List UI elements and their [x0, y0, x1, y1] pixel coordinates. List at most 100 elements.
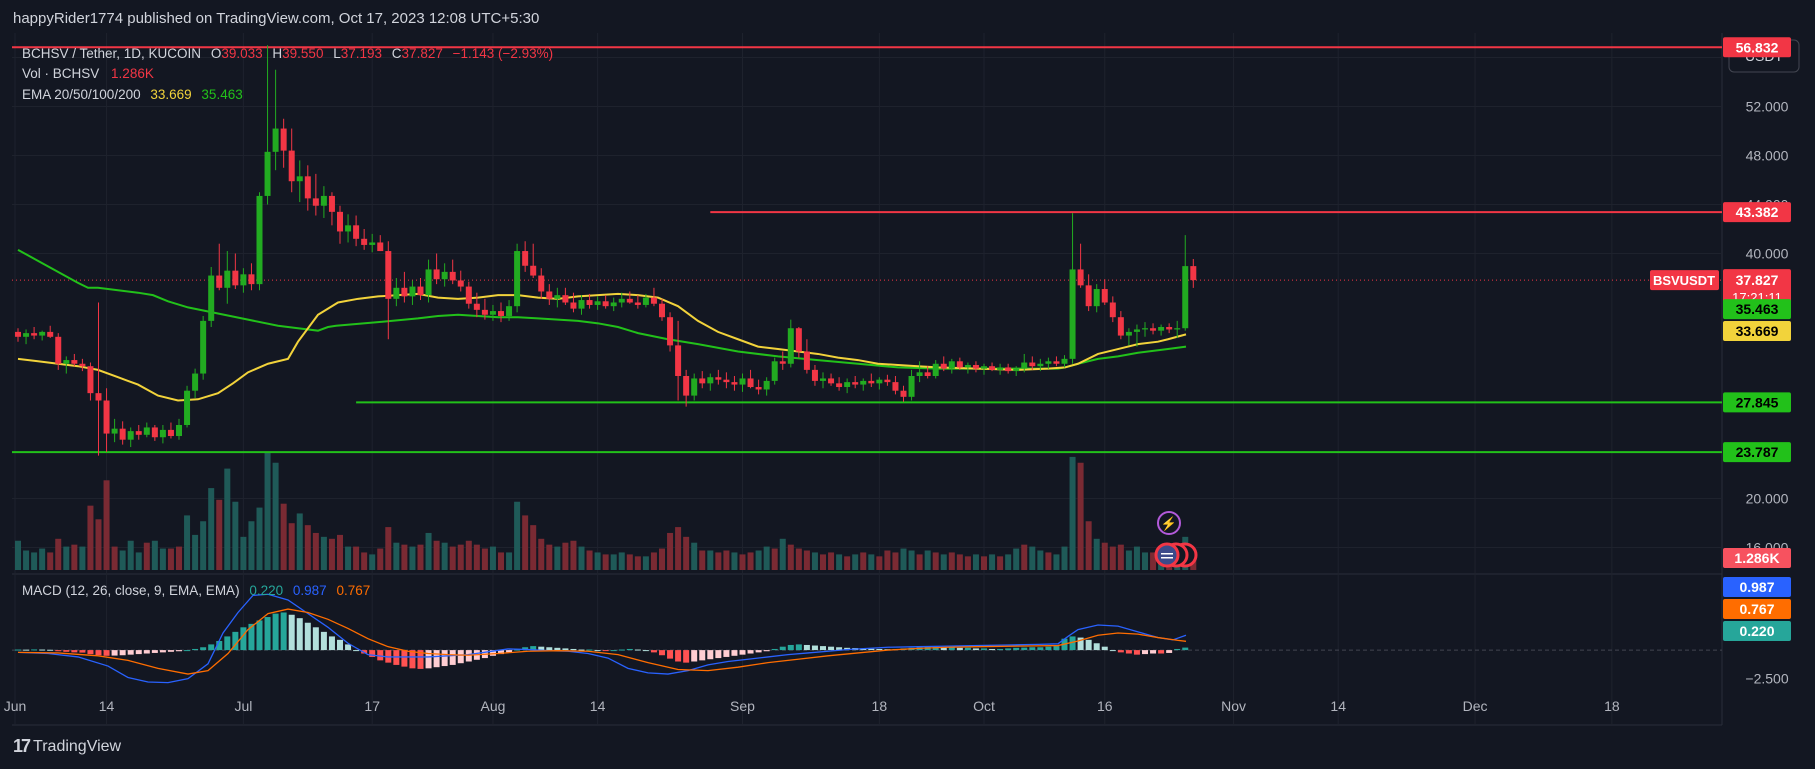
volume-bar: [465, 540, 472, 570]
support-label-1: 27.845: [1736, 394, 1779, 410]
lightning-icon[interactable]: [1157, 511, 1181, 535]
volume-bar: [868, 554, 875, 570]
candle-body: [1166, 327, 1173, 330]
macd-histogram-bar: [981, 648, 987, 651]
macd-axis-label-bg: [1723, 577, 1791, 597]
time-tick-label: 14: [1330, 698, 1346, 714]
volume-bar: [739, 554, 746, 570]
candle-body: [1142, 328, 1148, 330]
volume-bars: [15, 453, 1197, 570]
volume-bar: [634, 556, 641, 570]
volume-bar: [1005, 554, 1012, 570]
candle-body: [731, 382, 738, 385]
macd-histogram-bar: [369, 650, 376, 657]
candle-body: [208, 275, 215, 321]
candle-body: [337, 211, 343, 232]
macd-histogram-bar: [659, 650, 665, 656]
volume-bar: [184, 515, 191, 570]
macd-histogram-bar: [634, 649, 641, 651]
candle-body: [473, 303, 480, 310]
macd-histogram-bar: [208, 644, 215, 651]
macd-histogram-bar: [256, 620, 263, 651]
macd-histogram-bar: [1045, 646, 1052, 651]
volume-bar: [997, 556, 1004, 570]
candle-body: [176, 425, 182, 437]
macd-histogram-bar: [1158, 650, 1165, 654]
volume-bar: [353, 546, 360, 570]
volume-bar: [369, 554, 376, 570]
macd-histogram-bar: [184, 650, 191, 652]
legend-open: 39.033: [221, 46, 262, 61]
candle-body: [578, 300, 585, 309]
time-tick-label: Nov: [1221, 698, 1246, 714]
volume-bar: [1021, 544, 1028, 570]
volume-bar: [1013, 548, 1020, 570]
candle-body: [594, 301, 601, 305]
volume-bar: [71, 544, 78, 570]
macd-histogram-bar: [578, 649, 585, 651]
legend-ema2: 35.463: [201, 87, 242, 102]
volume-bar: [280, 503, 287, 570]
symbol-tag-bg: [1650, 270, 1719, 291]
candle-body: [31, 333, 38, 336]
volume-bar: [489, 546, 496, 570]
candle-body: [63, 360, 70, 364]
volume-bar: [248, 521, 255, 570]
macd-histogram-bar: [586, 649, 593, 651]
macd-histogram-bar: [87, 650, 94, 655]
macd-histogram-bar: [715, 650, 722, 659]
volume-bar: [1101, 542, 1108, 570]
candle-body: [1085, 285, 1092, 307]
time-axis[interactable]: Jun 14 Jul 17 Aug 14 Sep 18 Oct 16 Nov 14 Dec 18: [4, 698, 1620, 714]
macd-tick-label: −2.500: [1745, 671, 1788, 687]
volume-bar: [288, 523, 295, 570]
tradingview-logo[interactable]: 17 TradingView: [13, 736, 121, 757]
time-tick-label: Jul: [234, 698, 252, 714]
candle-body: [1109, 302, 1116, 318]
macd-histogram-bar: [167, 650, 174, 652]
volume-bar: [659, 548, 665, 570]
candle-body: [538, 275, 545, 292]
legend-high: 39.550: [282, 46, 323, 61]
macd-histogram-bar: [618, 649, 625, 651]
price-labels: 56.83243.38237.82717:21:11BSVUSDT35.4633…: [1650, 37, 1791, 641]
candle-body: [586, 300, 593, 305]
volume-bar: [803, 550, 810, 570]
volume-bar: [127, 540, 134, 570]
event-icons[interactable]: ⚡: [1154, 511, 1198, 568]
candle-body: [546, 291, 553, 299]
macd-histogram-bar: [1021, 647, 1028, 651]
volume-bar: [1037, 550, 1044, 570]
volume-bar: [481, 548, 488, 570]
macd-histogram-bar: [425, 650, 432, 669]
volume-bar: [401, 544, 408, 570]
macd-histogram-bar: [675, 650, 682, 662]
time-tick-label: Jun: [4, 698, 27, 714]
volume-bar: [981, 556, 987, 570]
candle-body: [884, 379, 891, 383]
candle-body: [47, 331, 54, 337]
candle-body: [1133, 329, 1140, 332]
us-flag-icon[interactable]: [1154, 542, 1180, 568]
candle-body: [248, 274, 255, 285]
macd-histogram-bar: [948, 647, 955, 651]
candle-body: [1021, 362, 1028, 369]
volume-bar: [691, 542, 698, 570]
candle-body: [755, 387, 762, 390]
candle-body: [683, 376, 690, 396]
time-tick-label: 16: [1097, 698, 1113, 714]
resistance-label-1-bg: [1723, 37, 1791, 58]
candle-body: [699, 378, 706, 384]
signal-line: [17, 608, 1187, 675]
volume-bar: [31, 552, 38, 570]
candle-body: [441, 271, 448, 280]
current-price-bg: [1723, 269, 1791, 308]
candle-body: [393, 287, 400, 299]
candle-body: [956, 361, 963, 368]
hist-axis-label-bg: [1723, 621, 1791, 641]
macd-histogram-bar: [63, 650, 70, 652]
candle-body: [304, 176, 311, 199]
candle-body: [1182, 266, 1189, 329]
